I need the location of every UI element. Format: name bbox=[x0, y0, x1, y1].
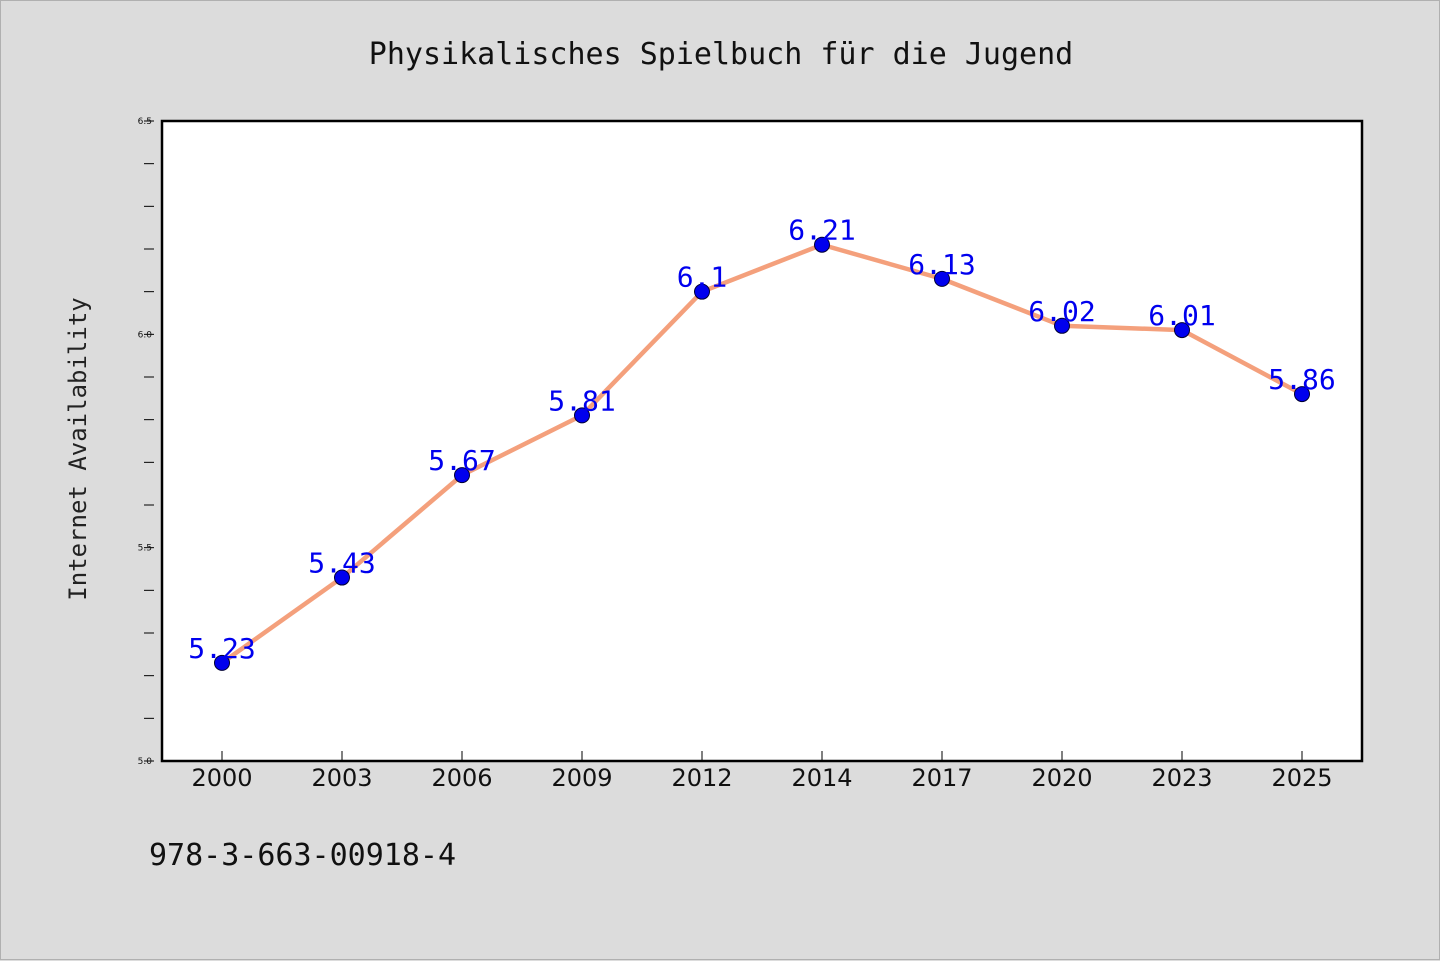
y-tick-label: 5.5 bbox=[138, 544, 152, 554]
data-point bbox=[454, 467, 470, 484]
y-tick-label: 6.5 bbox=[138, 117, 152, 127]
data-label: 6.21 bbox=[788, 214, 855, 247]
data-label: 5.43 bbox=[308, 547, 375, 580]
x-tick-label: 2017 bbox=[911, 764, 972, 792]
data-point bbox=[934, 270, 950, 287]
data-labels: 5.23 5.43 5.67 5.81 6.1 6.21 6.13 6.02 6.01 5.86 bbox=[188, 214, 1335, 665]
chart-title: Physikalisches Spielbuch für die Jugend bbox=[369, 37, 1073, 72]
x-tick-label: 2012 bbox=[671, 764, 732, 792]
data-label: 5.67 bbox=[428, 444, 495, 477]
series-line-group bbox=[219, 242, 1305, 666]
x-tick-label: 2003 bbox=[311, 764, 372, 792]
data-label: 5.81 bbox=[548, 384, 615, 417]
y-tick-label: 6.0 bbox=[138, 330, 153, 340]
data-label: 6.1 bbox=[677, 261, 728, 294]
data-point bbox=[1294, 386, 1310, 403]
x-tick-label: 2006 bbox=[431, 764, 492, 792]
x-tick-label: 2000 bbox=[191, 764, 252, 792]
data-point bbox=[334, 569, 350, 586]
data-points bbox=[214, 236, 1310, 671]
data-point bbox=[1054, 317, 1070, 334]
series-line bbox=[219, 242, 1305, 666]
data-label: 6.01 bbox=[1148, 299, 1215, 332]
x-tick-label: 2014 bbox=[791, 764, 852, 792]
x-axis: 2000 2003 2006 2009 2012 2014 2017 2020 2023 2025 bbox=[191, 751, 1333, 792]
y-tick-label: 5.0 bbox=[138, 757, 153, 767]
data-label: 6.13 bbox=[908, 248, 975, 281]
x-tick-label: 2020 bbox=[1031, 764, 1092, 792]
x-tick-label: 2009 bbox=[551, 764, 612, 792]
plot-area bbox=[160, 119, 1364, 763]
y-axis-label: Internet Availability bbox=[64, 297, 92, 600]
data-label: 5.23 bbox=[188, 632, 255, 665]
x-tick-label: 2023 bbox=[1151, 764, 1212, 792]
data-point bbox=[694, 283, 710, 300]
data-point bbox=[214, 654, 230, 671]
data-label: 5.86 bbox=[1268, 363, 1335, 396]
isbn-footer: 978-3-663-00918-4 bbox=[149, 838, 456, 873]
data-point bbox=[814, 236, 830, 253]
data-point bbox=[1174, 322, 1190, 339]
data-point bbox=[574, 407, 590, 424]
x-tick-label: 2025 bbox=[1271, 764, 1332, 792]
y-axis: 5.0 5.5 6.0 6.5 bbox=[138, 117, 154, 767]
data-label: 6.02 bbox=[1028, 295, 1095, 328]
